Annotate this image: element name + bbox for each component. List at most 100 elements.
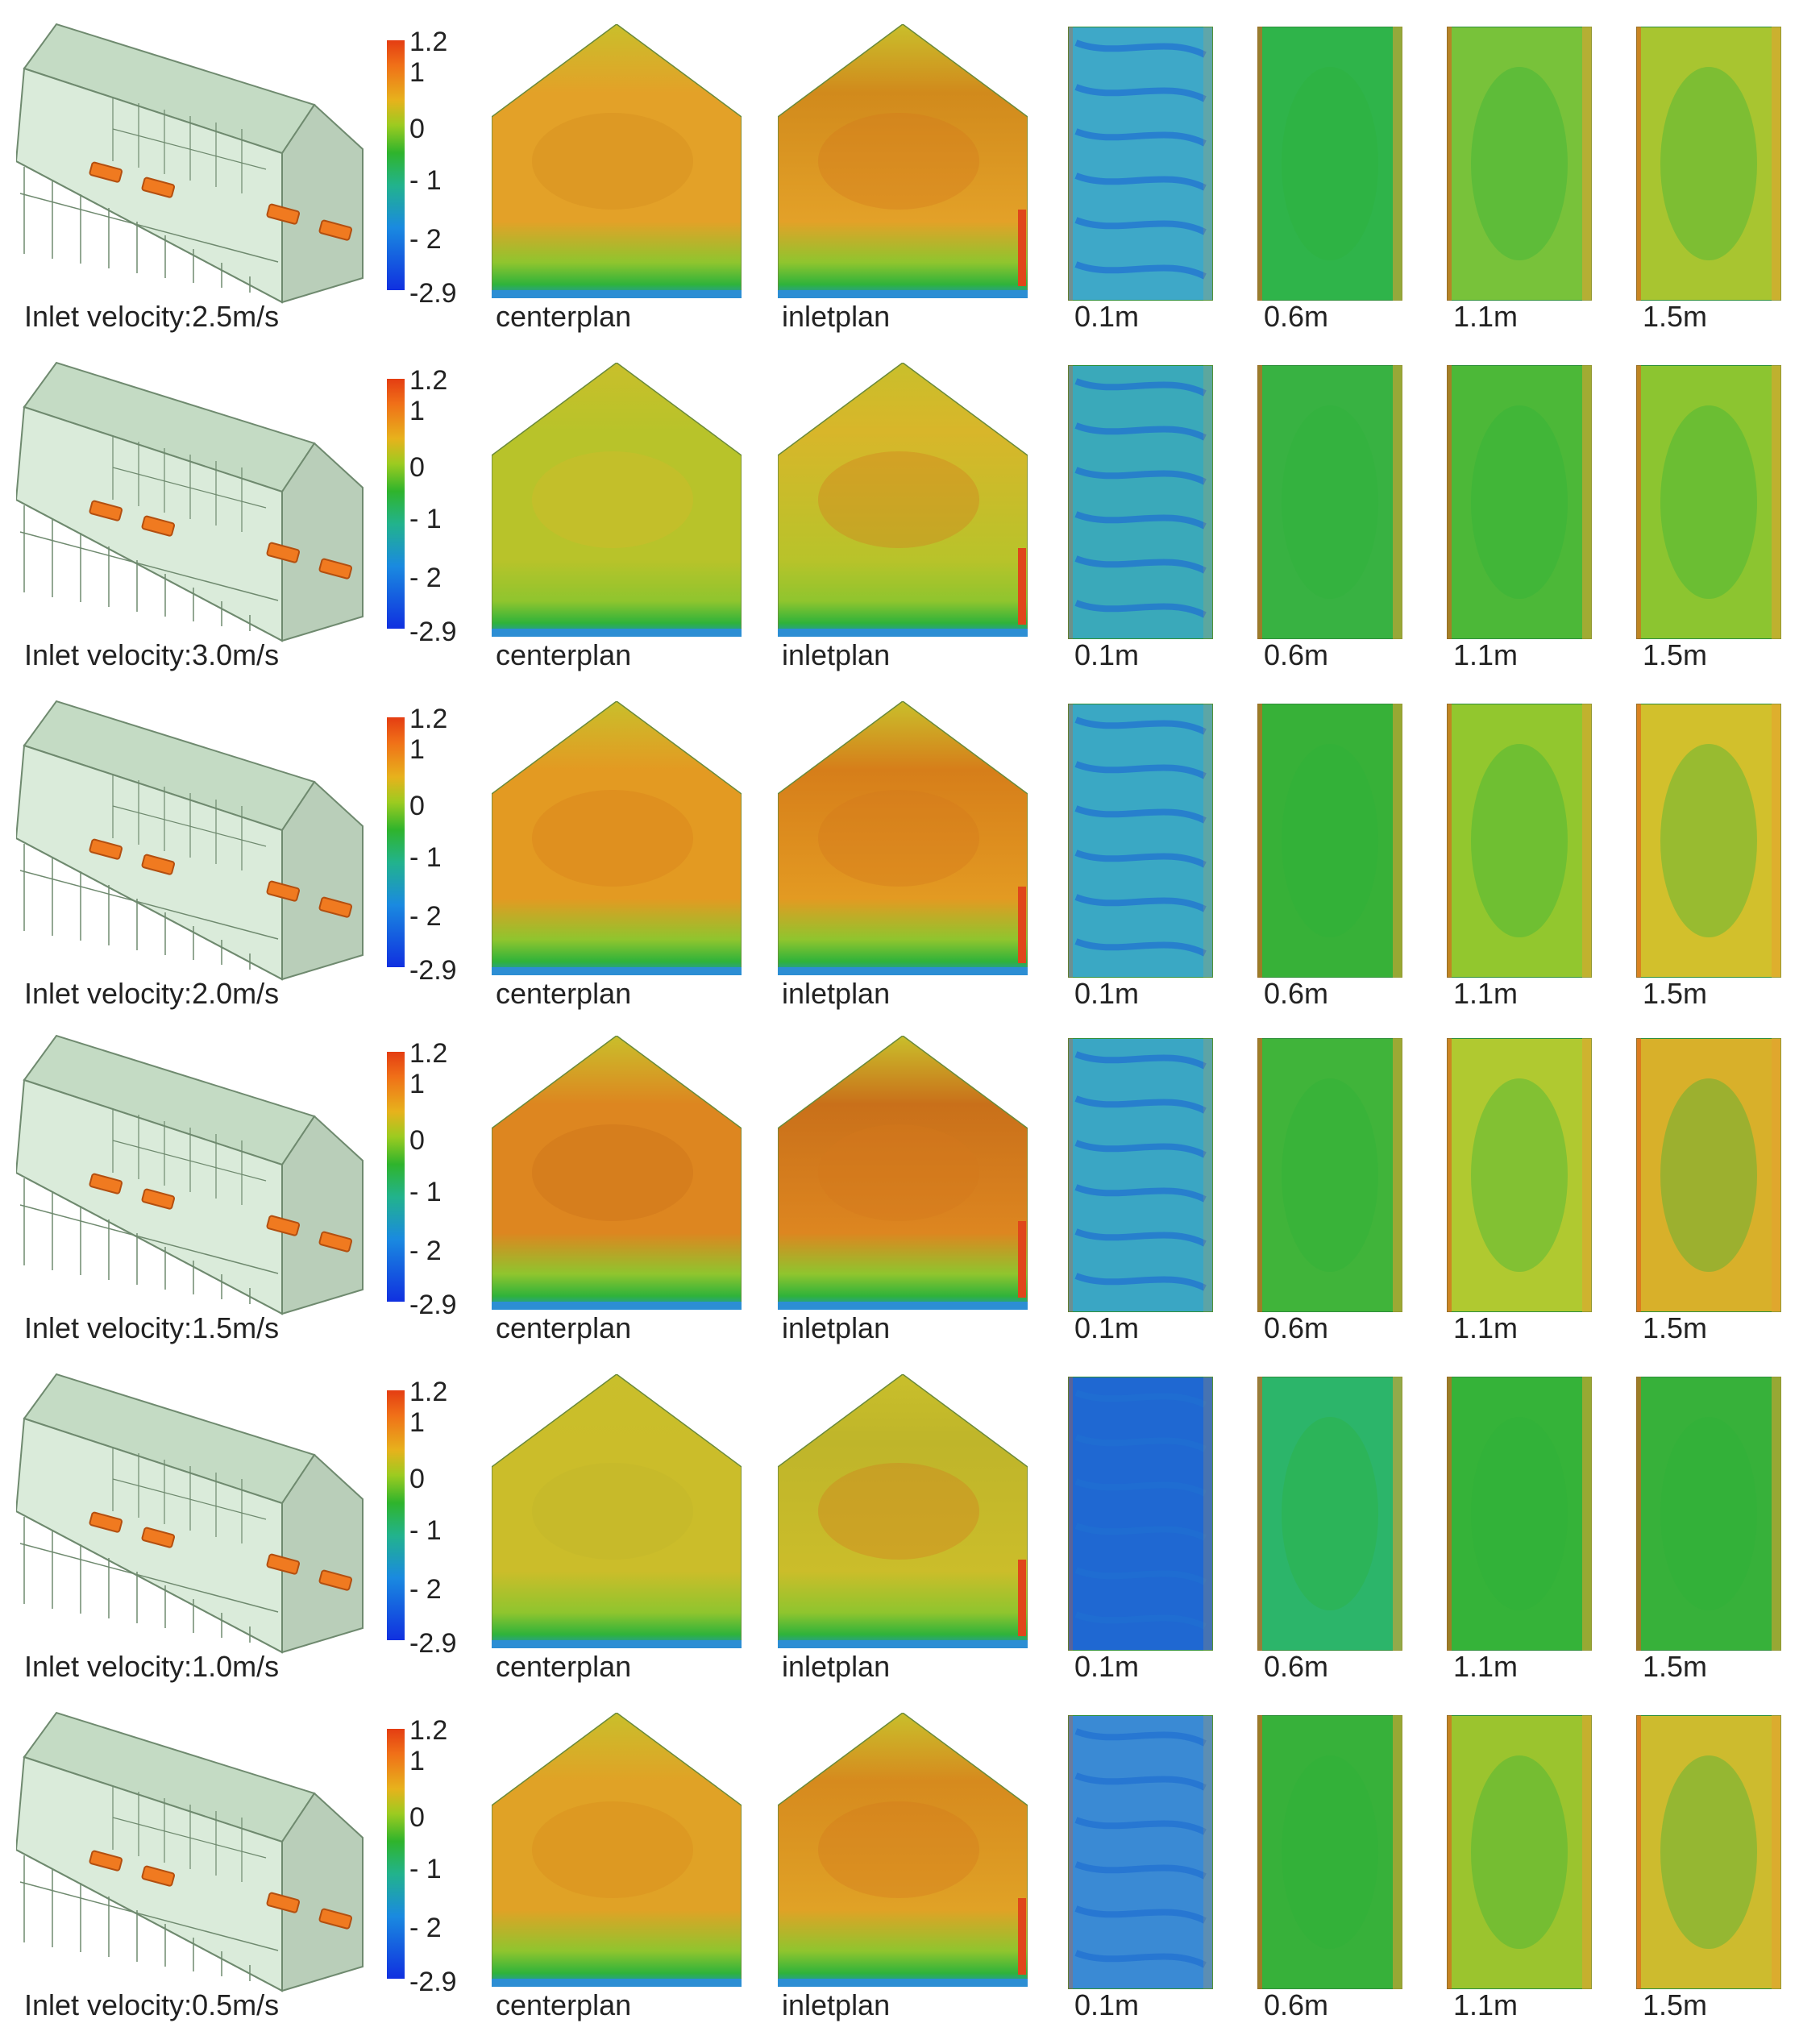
heater-unit	[141, 1527, 176, 1548]
height-label: 1.5m	[1643, 300, 1708, 333]
inlet-velocity-label: Inlet velocity:0.5m/s	[24, 1988, 280, 2021]
heater-unit	[318, 219, 353, 241]
colorbar-tick-label: 1.2	[409, 27, 448, 57]
colorbar-tick-label: 0	[409, 1802, 425, 1833]
plane-contour-1	[1257, 364, 1403, 643]
centerplan-contour	[491, 23, 742, 302]
colorbar-tick-label: - 1	[409, 1515, 442, 1546]
plane-contour-1	[1257, 1037, 1403, 1316]
height-label: 0.1m	[1074, 638, 1140, 671]
plane-contour-0	[1067, 1037, 1214, 1316]
colorbar-gradient	[387, 1390, 405, 1640]
inlet-velocity-label: Inlet velocity:2.0m/s	[24, 977, 280, 1010]
heater-unit	[318, 1569, 353, 1591]
inlet-velocity-label: Inlet velocity:1.5m/s	[24, 1311, 280, 1344]
colorbar-tick-label: - 2	[409, 563, 442, 593]
height-label: 1.1m	[1453, 1311, 1519, 1344]
plane-contour-3	[1635, 1376, 1782, 1655]
plane-contour-3	[1635, 703, 1782, 982]
plane-contour-2	[1446, 703, 1593, 982]
inletplan-contour	[777, 1712, 1028, 1991]
colorbar-gradient	[387, 40, 405, 290]
plane-contour-2	[1446, 1714, 1593, 1993]
centerplan-contour	[491, 1035, 742, 1314]
figure-row: 1.2 1 0 - 1 - 2 -2.9 Inlet velocity:1.0m/s cent…	[0, 1362, 1799, 1701]
centerplan-contour	[491, 1712, 742, 1991]
section-label: inletplan	[782, 1650, 891, 1683]
colorbar-tick-label: -2.9	[409, 1290, 457, 1320]
colorbar-tick-label: - 2	[409, 1574, 442, 1605]
plane-contour-1	[1257, 26, 1403, 305]
heater-unit	[89, 1850, 123, 1872]
plane-contour-0	[1067, 1714, 1214, 1993]
height-label: 0.1m	[1074, 1650, 1140, 1683]
colorbar-tick-label: -2.9	[409, 1967, 457, 1997]
house-model-illustration	[15, 359, 371, 653]
height-label: 0.6m	[1264, 1311, 1329, 1344]
colorbar-tick-label: 1.2	[409, 1715, 448, 1746]
plane-contour-3	[1635, 364, 1782, 643]
colorbar-tick-label: - 1	[409, 165, 442, 196]
heater-unit	[89, 500, 123, 521]
colorbar	[387, 40, 405, 294]
figure-row: 1.2 1 0 - 1 - 2 -2.9 Inlet velocity:1.5m/s cent…	[0, 1024, 1799, 1362]
heater-unit	[89, 161, 123, 183]
figure-row: 1.2 1 0 - 1 - 2 -2.9 Inlet velocity:0.5m/s cent…	[0, 1701, 1799, 2039]
colorbar-tick-label: 1	[409, 396, 425, 426]
colorbar-tick-label: 1	[409, 734, 425, 765]
heater-unit	[89, 1173, 123, 1194]
plane-contour-1	[1257, 1376, 1403, 1655]
colorbar-gradient	[387, 379, 405, 629]
heater-unit	[141, 854, 176, 875]
section-label: centerplan	[496, 977, 632, 1010]
plane-contour-0	[1067, 26, 1214, 305]
colorbar-tick-label: - 2	[409, 1236, 442, 1266]
house-model-illustration	[15, 1709, 371, 2003]
colorbar-tick-label: 1.2	[409, 365, 448, 396]
heater-unit	[141, 1865, 176, 1887]
colorbar	[387, 1390, 405, 1644]
colorbar-tick-label: 1.2	[409, 704, 448, 734]
heater-unit	[89, 1511, 123, 1533]
colorbar-tick-label: 0	[409, 1464, 425, 1494]
height-label: 0.6m	[1264, 1650, 1329, 1683]
colorbar-tick-label: - 2	[409, 224, 442, 255]
height-label: 1.5m	[1643, 1650, 1708, 1683]
plane-contour-1	[1257, 703, 1403, 982]
colorbar-tick-label: -2.9	[409, 1628, 457, 1659]
inlet-velocity-label: Inlet velocity:3.0m/s	[24, 638, 280, 671]
colorbar-tick-label: 1	[409, 1069, 425, 1099]
height-label: 0.6m	[1264, 300, 1329, 333]
colorbar-tick-label: 1.2	[409, 1038, 448, 1069]
centerplan-contour	[491, 1373, 742, 1652]
colorbar-tick-label: - 1	[409, 842, 442, 873]
centerplan-contour	[491, 700, 742, 979]
section-label: inletplan	[782, 300, 891, 333]
plane-contour-3	[1635, 1714, 1782, 1993]
inlet-velocity-label: Inlet velocity:2.5m/s	[24, 300, 280, 333]
heater-unit	[141, 177, 176, 198]
inletplan-contour	[777, 1035, 1028, 1314]
colorbar-tick-label: 0	[409, 452, 425, 483]
heater-unit	[89, 838, 123, 860]
inletplan-contour	[777, 362, 1028, 641]
height-label: 0.6m	[1264, 977, 1329, 1010]
colorbar-tick-label: - 1	[409, 1177, 442, 1207]
plane-contour-0	[1067, 703, 1214, 982]
colorbar-tick-label: 0	[409, 1125, 425, 1156]
colorbar-gradient	[387, 717, 405, 967]
plane-contour-0	[1067, 364, 1214, 643]
section-label: centerplan	[496, 1311, 632, 1344]
colorbar-tick-label: - 2	[409, 901, 442, 932]
inletplan-contour	[777, 700, 1028, 979]
height-label: 1.1m	[1453, 977, 1519, 1010]
heater-unit	[266, 542, 301, 563]
house-model-illustration	[15, 20, 371, 314]
colorbar	[387, 1729, 405, 1983]
colorbar	[387, 1052, 405, 1306]
section-label: inletplan	[782, 1988, 891, 2021]
plane-contour-0	[1067, 1376, 1214, 1655]
inletplan-contour	[777, 23, 1028, 302]
house-model-illustration	[15, 1032, 371, 1326]
colorbar-gradient	[387, 1052, 405, 1302]
